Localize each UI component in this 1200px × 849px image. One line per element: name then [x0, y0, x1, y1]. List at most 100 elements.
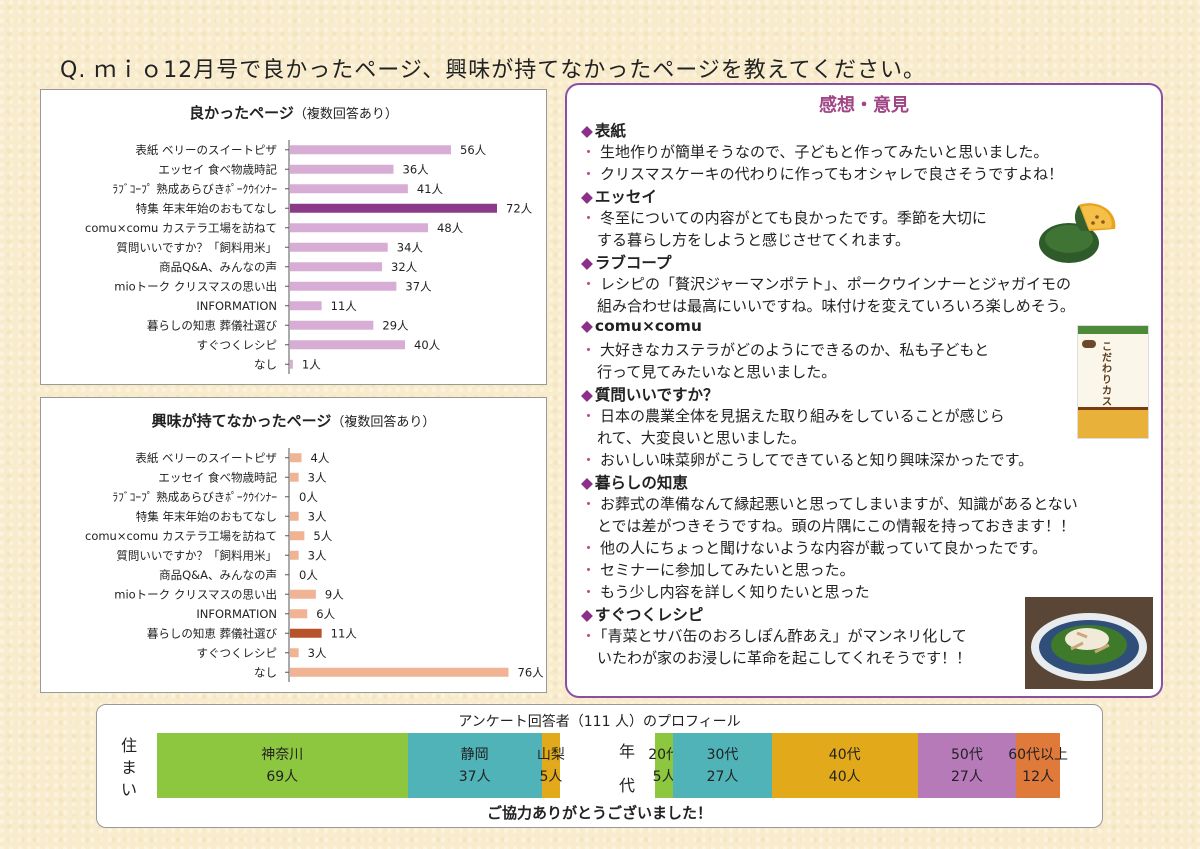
value-label: 5人	[313, 529, 332, 543]
pumpkin-icon	[1039, 203, 1116, 263]
opinion-text: 冬至についての内容がとても良かったです。季節を大切に	[600, 209, 987, 227]
value-label: 1人	[302, 357, 321, 371]
category-label: comu×comu カステラ工場を訪ねて	[85, 221, 277, 235]
opinion-text-continued: いたわが家のお浸しに革命を起こしてくれそうです！！	[597, 649, 972, 667]
bar	[290, 242, 388, 252]
diamond-icon: ◆	[581, 474, 593, 492]
opinion-section-heading: ◆ 暮らしの知恵	[581, 471, 688, 493]
opinion-text: おいしい味菜卵がこうしてできていると知り興味深かったです。	[600, 451, 1034, 469]
category-label: すぐつくレシピ	[197, 646, 278, 660]
opinion-text: 他の人にちょっと聞けないような内容が載っていて良かったです。	[600, 539, 1048, 557]
bar	[290, 340, 405, 350]
value-label: 34人	[397, 240, 424, 254]
value-label: 76人	[518, 665, 545, 679]
opinion-text: 大好きなカステラがどのようにできるのか、私も子どもと	[600, 341, 990, 359]
category-label: 商品Q&A、みんなの声	[159, 568, 277, 582]
opinions-panel: 感想・意見 ◆ 表紙・生地作りが簡単そうなので、子どもと作ってみたいと思いました。…	[565, 83, 1163, 698]
segment-count: 12人	[1022, 768, 1054, 785]
category-label: 特集 年末年始のおもてなし	[136, 509, 277, 523]
bar	[290, 223, 428, 233]
opinion-item: ・おいしい味菜卵がこうしてできていると知り興味深かったです。	[581, 449, 1033, 471]
good-pages-title-text: 良かったページ	[189, 104, 294, 122]
category-label: ﾗﾌﾞｺｰﾌﾟ 熟成あらびきﾎﾟｰｸｳｲﾝﾅｰ	[112, 490, 277, 504]
value-label: 3人	[308, 548, 327, 562]
segment-count: 5人	[539, 768, 563, 785]
bullet-icon: ・	[581, 583, 597, 601]
bar	[290, 453, 302, 463]
value-label: 36人	[403, 162, 430, 176]
value-label: 3人	[308, 470, 327, 484]
value-label: 11人	[331, 299, 358, 313]
category-label: ﾗﾌﾞｺｰﾌﾟ 熟成あらびきﾎﾟｰｸｳｲﾝﾅｰ	[112, 182, 277, 196]
opinion-text: お葬式の準備なんて縁起悪いと思ってしまいますが、知識があるとない	[600, 495, 1078, 513]
category-label: 暮らしの知恵 葬儀社選び	[147, 318, 278, 332]
bar	[290, 550, 299, 560]
opinion-item: ・レシピの「贅沢ジャーマンポテト」、ポークウインナーとジャガイモの	[581, 273, 1071, 295]
residence-label-char: い	[120, 780, 137, 799]
category-label: 暮らしの知恵 葬儀社選び	[147, 626, 278, 640]
bar	[290, 648, 299, 658]
value-label: 6人	[316, 607, 335, 621]
opinion-item: ・もう少し内容を詳しく知りたいと思った	[581, 581, 870, 603]
section-label: 暮らしの知恵	[594, 474, 688, 492]
opinion-text-continued: 行って見てみたいなと思いました。	[597, 363, 837, 381]
thanks-message: ご協力ありがとうございました！	[486, 804, 712, 822]
section-label: comu×comu	[594, 317, 702, 335]
opinion-item: ・お葬式の準備なんて縁起悪いと思ってしまいますが、知識があるとない	[581, 493, 1078, 515]
value-label: 48人	[437, 221, 464, 235]
bullet-icon: ・	[581, 143, 597, 161]
diamond-icon: ◆	[581, 386, 593, 404]
salad-dish-image	[1025, 597, 1153, 689]
opinion-text: 生地作りが簡単そうなので、子どもと作ってみたいと思いました。	[600, 143, 1049, 161]
profile-title: アンケート回答者（111 人）のプロフィール	[458, 714, 741, 730]
segment-count: 5人	[652, 768, 676, 785]
profile-segment: 神奈川 69人	[157, 733, 408, 798]
section-label: すぐつくレシピ	[594, 606, 704, 624]
segment-count: 37人	[458, 768, 491, 785]
age-label-char: 年	[618, 742, 635, 761]
opinion-section-heading: ◆ ラブコープ	[581, 251, 672, 273]
good-pages-note: （複数回答あり）	[293, 107, 398, 122]
value-label: 0人	[299, 490, 318, 504]
opinion-item: ・「青菜とサバ缶のおろしぽん酢あえ」がマンネリ化して	[581, 625, 967, 647]
opinion-item: ・クリスマスケーキの代わりに作ってもオシャレで良さそうですよね！	[581, 163, 1063, 185]
profile-segment: 60代以上 12人	[1008, 733, 1068, 798]
segment-count: 27人	[951, 768, 983, 785]
category-label: エッセイ 食べ物歳時記	[158, 162, 277, 176]
bad-pages-note: （複数回答あり）	[331, 415, 436, 430]
value-label: 11人	[331, 626, 358, 640]
bar	[290, 628, 322, 638]
opinion-item: ・生地作りが簡単そうなので、子どもと作ってみたいと思いました。	[581, 141, 1048, 163]
segment-count: 40人	[828, 768, 861, 785]
segment-name: 静岡	[460, 746, 489, 763]
residence-label-char: ま	[120, 758, 137, 777]
profile-segment: 山梨 5人	[537, 733, 565, 798]
profile-segment: 20代 5人	[648, 733, 680, 798]
bar	[290, 281, 397, 291]
respondent-profile: アンケート回答者（111 人）のプロフィール 住 ま い 年 代 神奈川 69人 静…	[96, 704, 1103, 828]
value-label: 41人	[417, 182, 444, 196]
value-label: 40人	[414, 338, 441, 352]
residence-label: 住 ま い	[119, 735, 139, 801]
value-label: 3人	[308, 646, 327, 660]
segment-name: 山梨	[536, 746, 565, 763]
diamond-icon: ◆	[581, 254, 593, 272]
section-label: 質問いいですか？	[594, 386, 719, 404]
opinion-section-heading: ◆ エッセイ	[581, 185, 657, 207]
residence-label-char: 住	[120, 736, 137, 755]
segment-name: 40代	[828, 746, 861, 763]
category-label: 表紙 ベリーのスイートピザ	[135, 451, 277, 465]
bullet-icon: ・	[581, 627, 597, 645]
category-label: なし	[254, 357, 277, 371]
category-label: comu×comu カステラ工場を訪ねて	[85, 529, 277, 543]
opinions-title: 感想・意見	[819, 95, 909, 116]
category-label: エッセイ 食べ物歳時記	[158, 470, 277, 484]
value-label: 32人	[391, 260, 418, 274]
category-label: mioトーク クリスマスの思い出	[114, 587, 277, 601]
section-label: エッセイ	[594, 188, 657, 206]
opinion-text: レシピの「贅沢ジャーマンポテト」、ポークウインナーとジャガイモの	[600, 275, 1072, 293]
value-label: 29人	[382, 318, 409, 332]
opinion-section-heading: ◆ 表紙	[581, 119, 626, 141]
opinion-item: ・大好きなカステラがどのようにできるのか、私も子どもと	[581, 339, 989, 361]
